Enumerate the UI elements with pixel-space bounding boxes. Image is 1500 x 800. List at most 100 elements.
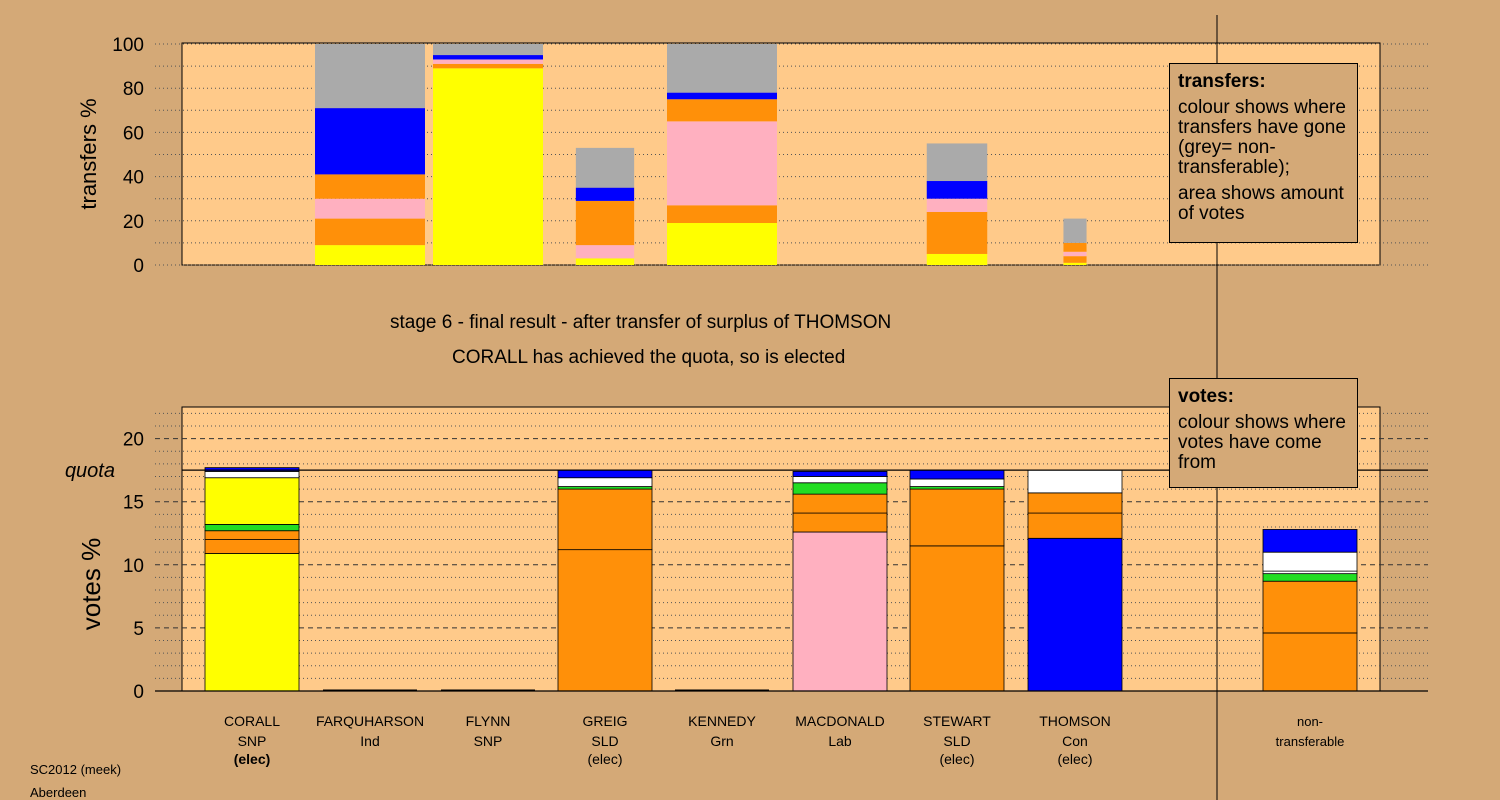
votes-y-tick-label: 5 (133, 619, 144, 640)
transfer-segment (575, 245, 635, 259)
candidate-party-label: SNP (474, 733, 503, 749)
vote-segment (792, 471, 888, 477)
transfer-segment (315, 218, 425, 246)
transfer-segment (667, 99, 777, 122)
footer-ward: Aberdeen (30, 785, 87, 800)
transfer-segment (433, 55, 543, 60)
transfers-y-tick-label: 0 (133, 256, 144, 277)
quota-label: quota (65, 460, 115, 482)
vote-segment (204, 553, 300, 692)
transfer-segment (926, 198, 988, 212)
transfer-segment (667, 223, 777, 265)
candidate-name-label: STEWART (923, 713, 991, 729)
transfers-y-tick-label: 40 (123, 168, 144, 189)
vote-segment (1027, 469, 1123, 494)
vote-segment (204, 467, 300, 472)
vote-segment (1027, 492, 1123, 514)
vote-segment (204, 471, 300, 479)
vote-segment (204, 477, 300, 525)
transfer-segment (1063, 256, 1087, 263)
candidate-name-label: FARQUHARSON (316, 713, 424, 729)
transfers-legend-line1: colour shows where transfers have gone (… (1178, 97, 1346, 178)
vote-segment (909, 545, 1005, 692)
votes-y-tick-label: 10 (123, 556, 144, 577)
transfer-segment (1063, 218, 1087, 243)
transfer-segment (575, 147, 635, 188)
vote-segment (1262, 632, 1358, 692)
transfer-segment (315, 44, 425, 109)
votes-y-tick-label: 15 (123, 493, 144, 514)
vote-segment (909, 478, 1005, 487)
transfer-segment (433, 68, 543, 265)
transfers-legend-title: transfers: (1178, 71, 1266, 92)
votes-y-tick-label: 0 (133, 682, 144, 703)
transfer-segment (315, 198, 425, 219)
vote-segment (1027, 512, 1123, 539)
transfer-segment (315, 108, 425, 175)
transfer-segment (667, 92, 777, 100)
candidate-status-label: (elec) (1057, 751, 1092, 767)
vote-segment (1027, 537, 1123, 692)
vote-segment (909, 469, 1005, 480)
transfer-segment (1063, 251, 1087, 257)
elected-caption: CORALL has achieved the quota, so is ele… (452, 347, 846, 368)
vote-segment (792, 493, 888, 514)
transfer-segment (926, 253, 988, 265)
transfer-segment (315, 174, 425, 199)
candidate-status-label: (elec) (587, 751, 622, 767)
candidate-party-label: Con (1062, 733, 1088, 749)
vote-segment (1262, 580, 1358, 634)
candidate-party-label: transferable (1276, 734, 1345, 749)
vote-segment (557, 469, 653, 479)
candidate-name-label: GREIG (582, 713, 627, 729)
votes-legend-title: votes: (1178, 386, 1234, 407)
vote-segment (204, 530, 300, 540)
candidate-name-label: THOMSON (1039, 713, 1111, 729)
transfers-y-tick-label: 100 (112, 35, 144, 56)
transfer-segment (575, 200, 635, 246)
transfer-segment (433, 44, 543, 56)
transfer-segment (1063, 242, 1087, 252)
votes-legend: votes: colour shows where votes have com… (1169, 378, 1358, 488)
candidate-name-label: FLYNN (466, 713, 511, 729)
transfer-segment (926, 211, 988, 254)
candidate-party-label: Lab (828, 733, 852, 749)
votes-y-axis-label: votes % (76, 538, 106, 631)
vote-segment (1262, 551, 1358, 572)
candidate-status-label: (elec) (939, 751, 974, 767)
vote-segment (557, 549, 653, 692)
candidate-name-label: CORALL (224, 713, 280, 729)
candidate-party-label: Grn (710, 733, 733, 749)
transfers-legend-line2: area shows amount of votes (1178, 183, 1344, 224)
candidate-name-label: KENNEDY (688, 713, 756, 729)
candidate-party-label: SLD (943, 733, 970, 749)
vote-segment (792, 476, 888, 484)
transfers-y-tick-label: 20 (123, 212, 144, 233)
transfer-segment (575, 258, 635, 265)
vote-segment (557, 488, 653, 551)
transfers-y-axis-label: transfers % (76, 98, 101, 209)
votes-y-tick-label: 20 (123, 430, 144, 451)
vote-segment (1262, 529, 1358, 553)
candidate-party-label: SNP (238, 733, 267, 749)
transfer-segment (575, 187, 635, 201)
transfer-segment (667, 121, 777, 206)
transfers-y-tick-label: 80 (123, 79, 144, 100)
transfer-segment (1063, 262, 1087, 265)
transfer-segment (315, 245, 425, 265)
footer-system: SC2012 (meek) (30, 762, 122, 777)
transfer-segment (926, 181, 988, 199)
vote-segment (557, 477, 653, 487)
vote-segment (792, 512, 888, 533)
vote-segment (792, 531, 888, 692)
vote-segment (909, 488, 1005, 547)
candidate-party-label: Ind (360, 733, 379, 749)
vote-segment (792, 482, 888, 495)
vote-segment (204, 524, 300, 532)
candidate-name-label: non- (1297, 714, 1323, 729)
stage-caption: stage 6 - final result - after transfer … (390, 312, 892, 333)
transfer-segment (667, 205, 777, 224)
votes-legend-line1: colour shows where votes have come from (1178, 412, 1346, 473)
candidate-party-label: SLD (591, 733, 618, 749)
candidate-name-label: MACDONALD (795, 713, 884, 729)
